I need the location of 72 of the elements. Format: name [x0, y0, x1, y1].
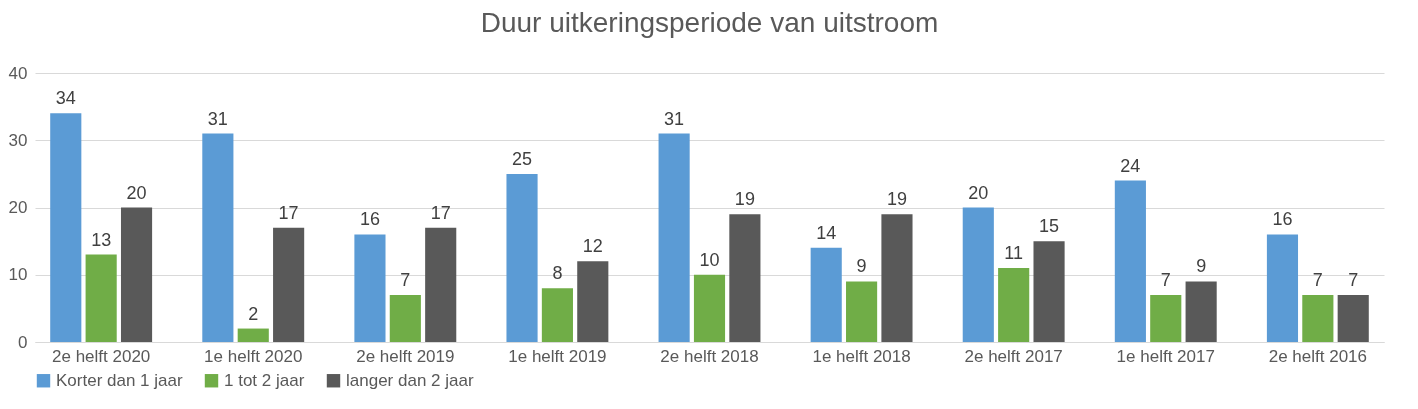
bar: [273, 227, 305, 342]
bar: [693, 274, 726, 342]
data-label: 16: [1272, 209, 1293, 230]
bar: [1150, 294, 1182, 342]
x-tick-label: 1e helft 2019: [508, 346, 607, 366]
data-label: 17: [278, 202, 299, 223]
data-label: 8: [552, 263, 563, 284]
data-label: 12: [582, 236, 603, 257]
data-label: 17: [430, 202, 451, 223]
bar: [541, 288, 573, 342]
x-tick-label: 2e helft 2017: [964, 346, 1063, 366]
data-label: 31: [664, 108, 685, 129]
legend-label: langer dan 2 jaar: [346, 370, 474, 390]
data-label: 9: [1196, 256, 1207, 277]
data-label: 20: [126, 182, 147, 203]
bar: [1302, 294, 1334, 342]
data-label: 34: [55, 88, 76, 109]
bar: [237, 328, 269, 342]
bar: [810, 247, 842, 342]
bar: [962, 207, 994, 342]
y-tick-label: 30: [8, 130, 28, 150]
bar: [389, 294, 421, 342]
bar: [729, 214, 761, 342]
data-label: 15: [1039, 216, 1060, 237]
data-label: 16: [359, 209, 380, 230]
data-label: 7: [1160, 269, 1171, 290]
bar: [1114, 180, 1146, 342]
data-label: 19: [886, 189, 907, 210]
y-tick-label: 40: [8, 63, 28, 83]
bar: [120, 207, 153, 342]
data-label: 10: [699, 249, 720, 270]
x-tick-label: 2e helft 2019: [356, 346, 455, 366]
y-tick-label: 10: [8, 265, 28, 285]
data-label: 7: [1348, 269, 1359, 290]
x-tick-label: 2e helft 2020: [52, 346, 151, 366]
data-label: 11: [1004, 243, 1024, 264]
data-label: 14: [816, 222, 837, 243]
data-label: 7: [1312, 269, 1323, 290]
data-label: 2: [248, 303, 259, 324]
x-tick-label: 1e helft 2017: [1116, 346, 1215, 366]
bar: [1033, 241, 1065, 342]
bar: [658, 133, 690, 342]
data-label: 9: [856, 256, 867, 277]
bar: [85, 254, 117, 342]
bar: [354, 234, 386, 342]
bar: [577, 261, 609, 342]
bar: [506, 173, 538, 342]
y-tick-label: 0: [18, 332, 28, 352]
bar: [1185, 281, 1217, 342]
legend-label: Korter dan 1 jaar: [56, 370, 183, 390]
bar: [846, 281, 878, 342]
data-label: 19: [734, 189, 755, 210]
bar: [1337, 294, 1369, 342]
data-label: 31: [207, 108, 228, 129]
legend-label: 1 tot 2 jaar: [224, 370, 305, 390]
bar: [881, 214, 913, 342]
x-tick-label: 1e helft 2020: [204, 346, 303, 366]
y-tick-label: 20: [8, 198, 28, 217]
bar: [425, 227, 457, 342]
bar: [1266, 234, 1299, 342]
chart-title: Duur uitkeringsperiode van uitstroom: [480, 7, 939, 38]
data-label: 7: [400, 269, 411, 290]
data-label: 25: [512, 148, 533, 169]
data-label: 20: [968, 182, 989, 203]
data-label: 13: [91, 229, 112, 250]
x-tick-label: 1e helft 2018: [812, 346, 911, 366]
bar: [202, 133, 234, 342]
data-label: 24: [1120, 155, 1141, 176]
bar: [50, 113, 82, 342]
bar: [998, 268, 1030, 342]
x-tick-label: 2e helft 2018: [660, 346, 759, 366]
x-tick-label: 2e helft 2016: [1268, 346, 1367, 366]
